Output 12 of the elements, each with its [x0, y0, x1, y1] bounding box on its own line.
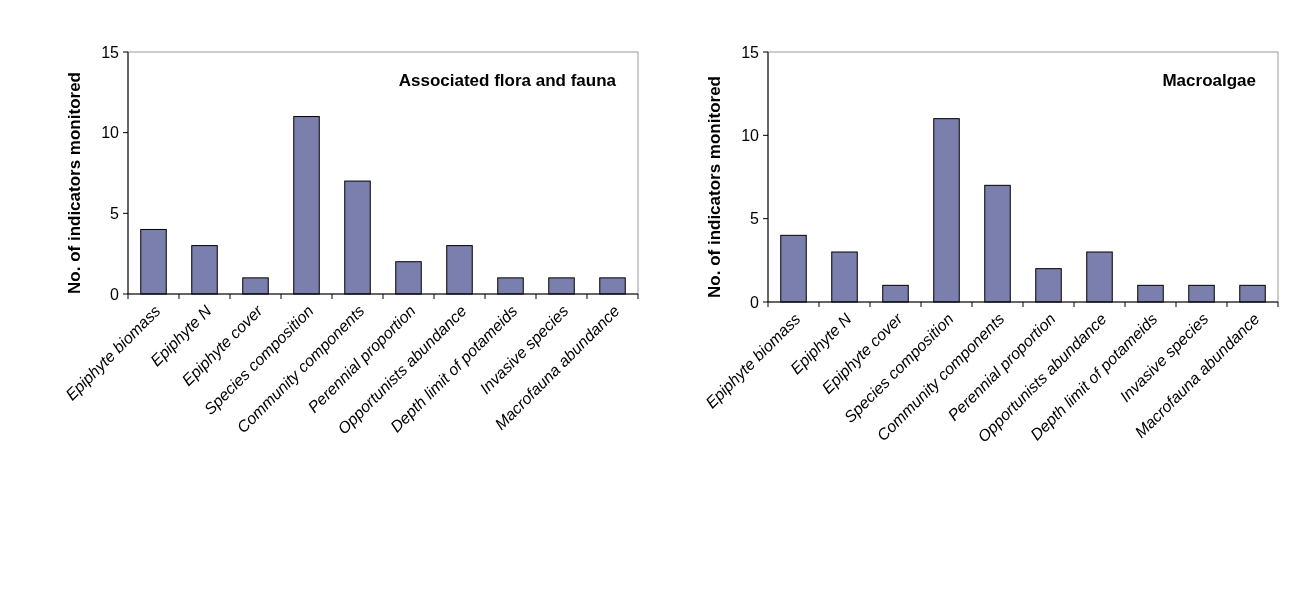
- y-axis-title: No. of indicators monitored: [65, 72, 84, 294]
- text: Macroalgae: [1162, 71, 1256, 90]
- y-tick-label: 0: [750, 293, 760, 311]
- y-tick-label: 15: [101, 43, 120, 61]
- y-tick-label: 5: [110, 204, 120, 222]
- y-axis-title: No. of indicators monitored: [705, 76, 724, 298]
- y-tick-label: 0: [110, 285, 120, 303]
- y-tick-label: 5: [750, 210, 760, 228]
- y-tick-label: 15: [741, 43, 760, 61]
- text: Associated flora and fauna: [398, 71, 617, 90]
- y-tick-label: 10: [101, 124, 120, 142]
- y-tick-label: 10: [741, 126, 760, 144]
